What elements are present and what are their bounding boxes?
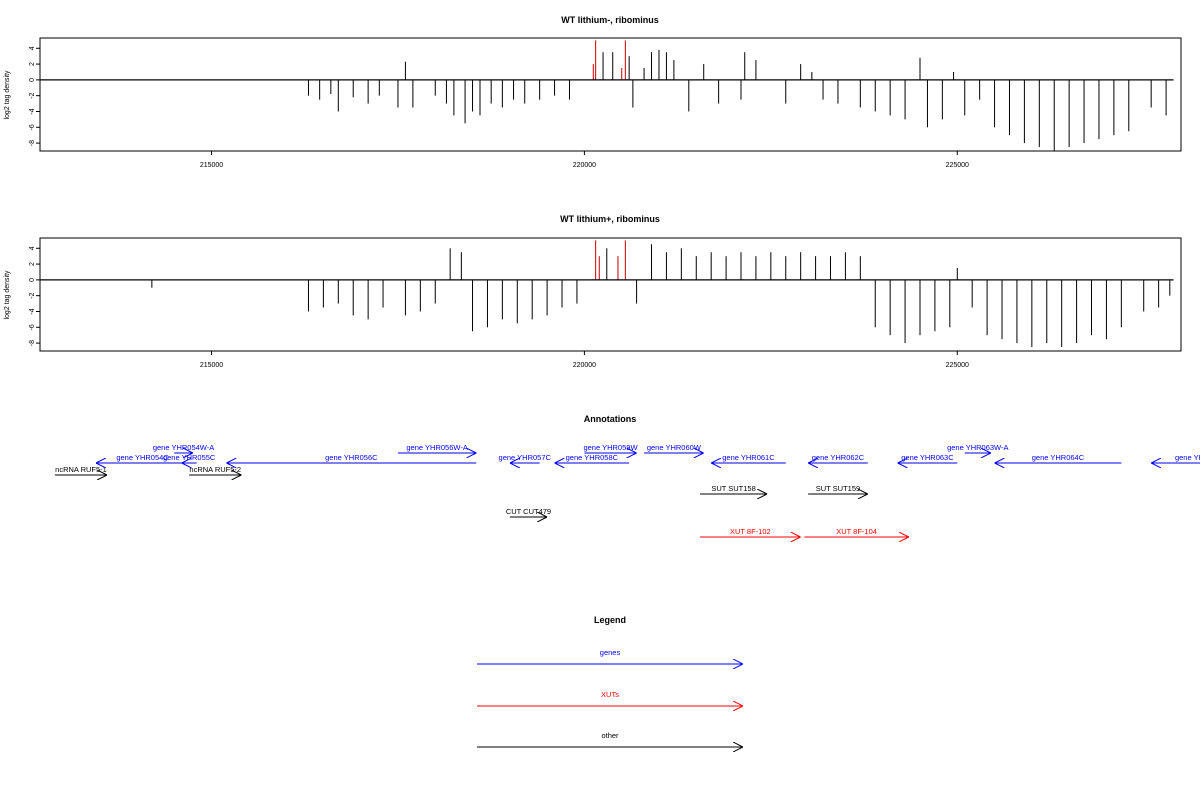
x-tick-label: 215000 [200, 362, 223, 369]
annotation-feature: gene YHR064C [994, 453, 1122, 463]
y-tick-label: 0 [29, 278, 36, 282]
annotation-feature: gene YHR059W [583, 443, 638, 453]
y-tick-label: -6 [29, 124, 36, 130]
y-tick-label: -4 [29, 108, 36, 114]
panel-2-plot-area [39, 237, 1182, 352]
annotation-feature: ncRNA RUF5-2 [189, 465, 242, 475]
feature-label: gene YHR063W-A [947, 443, 1008, 452]
annotations-title: Annotations [584, 414, 637, 424]
legend-panel: Legend genes XUTs other [477, 615, 743, 747]
feature-label: gene YHR055C [163, 453, 216, 462]
track-panel-1: WT lithium-, ribominus log2 tag density … [4, 15, 1182, 169]
panel-1-plot-area [39, 37, 1182, 152]
legend-label: genes [600, 648, 621, 657]
feature-label: SUT SUT159 [816, 484, 860, 493]
feature-label: XUT 8F-102 [730, 527, 771, 536]
y-tick-label: -8 [29, 140, 36, 146]
x-tick-label: 225000 [946, 162, 969, 169]
feature-label: gene YHR060W [647, 443, 702, 452]
annotation-feature: gene YHR056W-A [397, 443, 477, 453]
x-tick-label: 215000 [200, 162, 223, 169]
panel-1-title: WT lithium-, ribominus [561, 15, 659, 25]
legend-label: XUTs [601, 690, 619, 699]
annotation-feature: CUT CUT479 [506, 507, 551, 517]
panel-2-title: WT lithium+, ribominus [560, 214, 660, 224]
annotation-feature: gene YHR054C [95, 453, 190, 463]
annotation-feature: ncRNA RUF5-1 [54, 465, 108, 475]
annotation-feature: gene YHR060W [644, 443, 704, 453]
annotation-feature: XUT 8F-104 [804, 527, 909, 537]
feature-label: ncRNA RUF5-2 [189, 465, 241, 474]
annotation-feature: gene YHR [1151, 453, 1200, 463]
annotation-feature: gene YHR057C [499, 453, 552, 463]
legend-items: genes XUTs other [477, 648, 743, 747]
y-tick-label: 4 [29, 246, 36, 250]
panel-2-ylabel: log2 tag density [4, 270, 11, 320]
feature-label: gene YHR054C [116, 453, 169, 462]
y-tick-label: 4 [29, 46, 36, 50]
feature-label: gene YHR062C [812, 453, 865, 462]
annotation-feature: gene YHR063W-A [947, 443, 1009, 453]
annotation-feature: gene YHR062C [808, 453, 868, 463]
track-panel-2: WT lithium+, ribominus log2 tag density … [4, 214, 1182, 369]
panel-1-y-axis: 4 2 0 -2 -4 -6 -8 [29, 46, 40, 146]
feature-label: gene YHR063C [901, 453, 954, 462]
annotation-feature: gene YHR063C [897, 453, 958, 463]
legend-item: XUTs [477, 690, 743, 706]
feature-label: gene YHR056C [325, 453, 378, 462]
feature-label: gene YHR [1175, 453, 1200, 462]
feature-label: CUT CUT479 [506, 507, 551, 516]
y-tick-label: 2 [29, 262, 36, 266]
y-tick-label: -2 [29, 292, 36, 298]
feature-label: gene YHR058C [566, 453, 619, 462]
feature-label: gene YHR057C [499, 453, 552, 462]
x-tick-label: 220000 [573, 362, 596, 369]
legend-item: genes [477, 648, 743, 664]
annotation-feature: gene YHR055C [163, 453, 216, 463]
feature-label: XUT 8F-104 [836, 527, 877, 536]
feature-label: SUT SUT158 [711, 484, 755, 493]
panel-2-y-axis: 4 2 0 -2 -4 -6 -8 [29, 246, 40, 346]
annotation-feature: gene YHR056C [226, 453, 477, 463]
feature-label: gene YHR061C [722, 453, 775, 462]
panel-2-x-axis: 215000 220000 225000 [200, 351, 969, 369]
feature-label: gene YHR064C [1032, 453, 1085, 462]
y-tick-label: -6 [29, 324, 36, 330]
y-tick-label: -4 [29, 308, 36, 314]
annotation-feature: gene YHR058C [554, 453, 630, 463]
feature-label: gene YHR059W [583, 443, 638, 452]
annotation-feature: XUT 8F-102 [699, 527, 801, 537]
panel-1-x-axis: 215000 220000 225000 [200, 151, 969, 169]
x-tick-label: 220000 [573, 162, 596, 169]
y-tick-label: -8 [29, 340, 36, 346]
feature-label: gene YHR056W-A [406, 443, 467, 452]
legend-item: other [477, 731, 743, 747]
x-tick-label: 225000 [946, 362, 969, 369]
feature-label: ncRNA RUF5-1 [55, 465, 107, 474]
annotation-feature: SUT SUT159 [808, 484, 868, 494]
annotation-feature: gene YHR054W-A [153, 443, 214, 453]
annotation-feature: gene YHR061C [711, 453, 786, 463]
legend-label: other [601, 731, 619, 740]
y-tick-label: -2 [29, 92, 36, 98]
panel-2-bars [151, 240, 1171, 348]
annotation-feature: SUT SUT158 [699, 484, 768, 494]
feature-label: gene YHR054W-A [153, 443, 214, 452]
panel-1-ylabel: log2 tag density [4, 70, 11, 120]
y-tick-label: 0 [29, 78, 36, 82]
y-tick-label: 2 [29, 62, 36, 66]
legend-title: Legend [594, 615, 626, 625]
panel-1-bars [307, 40, 1167, 151]
